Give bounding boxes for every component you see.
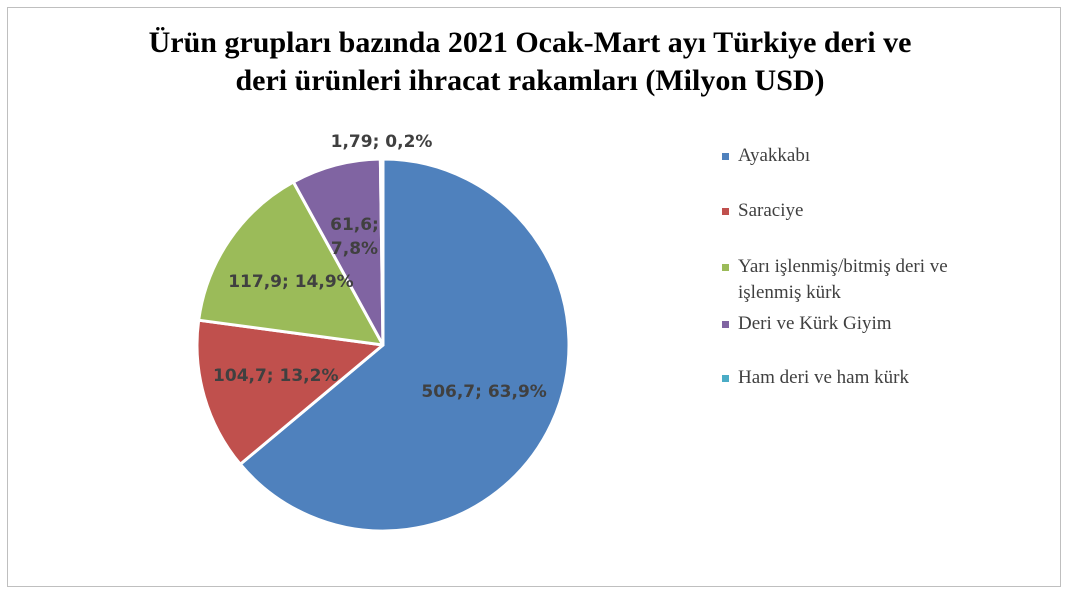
data-label: 117,9; 14,9% — [228, 271, 354, 292]
pie-slice — [238, 157, 571, 533]
chart-title: Ürün grupları bazında 2021 Ocak-Mart ayı… — [148, 26, 912, 97]
data-label: 61,6; 7,8% — [330, 215, 379, 260]
legend-item: Ham deri ve ham kürk — [722, 365, 909, 391]
pie-slice — [197, 180, 385, 347]
legend-item: Deri ve Kürk Giyim — [722, 311, 892, 337]
legend-swatch — [722, 375, 729, 382]
data-label: 506,7; 63,9% — [421, 382, 547, 403]
legend-swatch — [722, 264, 729, 271]
legend-label: Ham deri ve ham kürk — [738, 367, 909, 388]
pie-slice — [378, 157, 385, 347]
legend-item: Ayakkabı — [722, 143, 810, 169]
legend-swatch — [722, 208, 729, 215]
legend-label: Ayakkabı — [738, 145, 811, 166]
chart-frame — [7, 7, 1061, 587]
data-label: 104,7; 13,2% — [213, 365, 339, 386]
data-label: 1,79; 0,2% — [330, 132, 433, 153]
legend-item: Saraciye — [722, 198, 803, 224]
legend-label: Yarı işlenmiş/bitmiş deri ve işlenmiş kü… — [738, 256, 948, 303]
legend-label: Deri ve Kürk Giyim — [738, 313, 892, 334]
legend-swatch — [722, 153, 729, 160]
legend-item: Yarı işlenmiş/bitmiş deri ve işlenmiş kü… — [722, 254, 978, 306]
pie-slice — [195, 318, 385, 466]
legend-swatch — [722, 321, 729, 328]
legend-label: Saraciye — [738, 200, 804, 221]
